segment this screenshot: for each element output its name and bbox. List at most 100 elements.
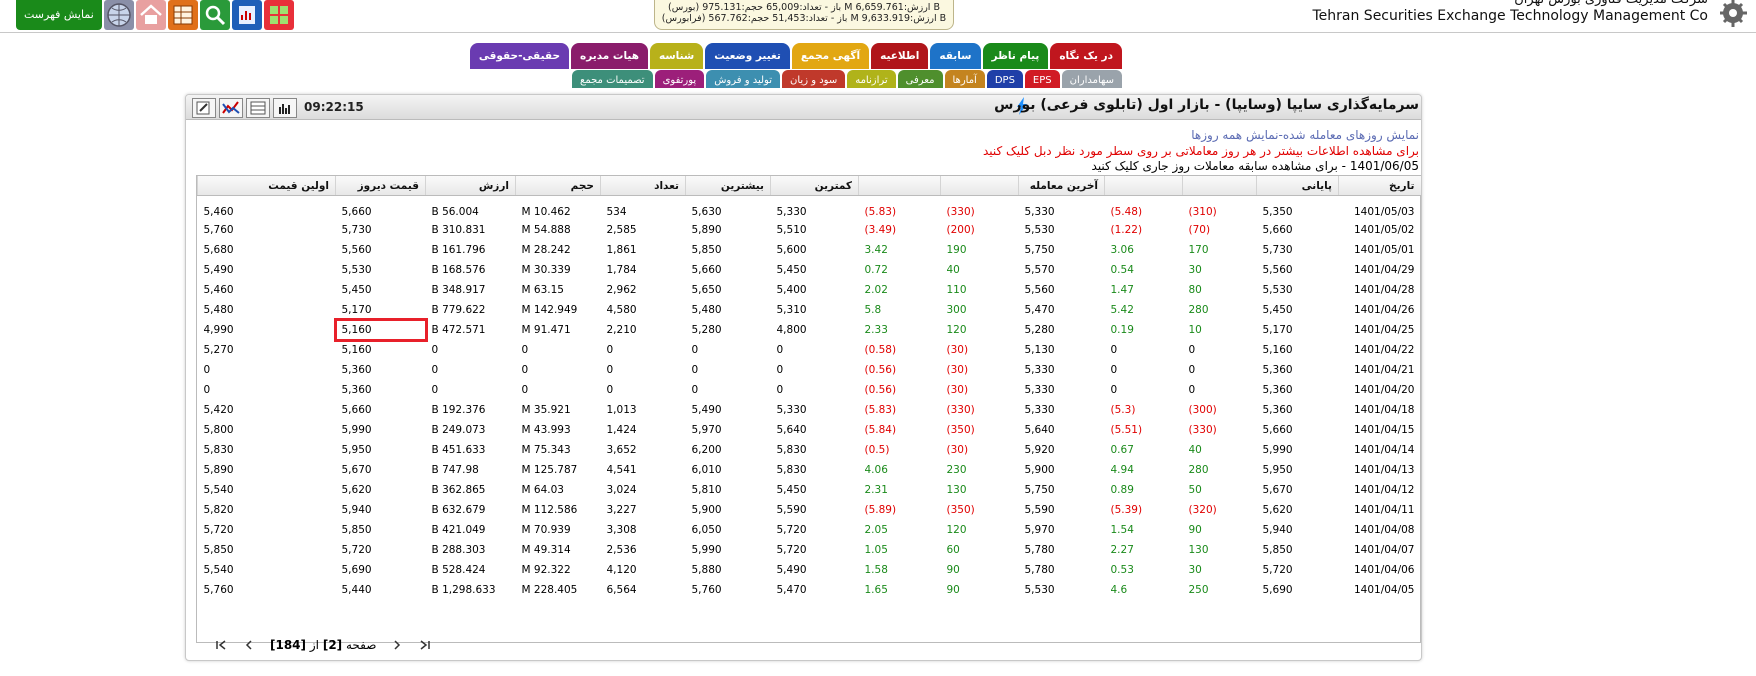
table-row[interactable]: 1401/04/07 5,850 130 2.27 5,780 60 1.05 5,720 5,… (198, 540, 1421, 560)
table-cell: 1401/04/15 (1353, 424, 1415, 436)
table-cell: 5,360 (1262, 384, 1293, 396)
column-header[interactable]: تعداد (600, 176, 686, 196)
show-traded-days-link[interactable]: نمایش روزهای معامله شده (1282, 128, 1419, 142)
edit-icon[interactable] (192, 98, 216, 118)
tab-secondary-2[interactable]: DPS (986, 70, 1023, 88)
home-icon[interactable] (135, 0, 166, 30)
current-day-history-link[interactable]: 1401/06/05 - برای مشاهده سابقه معاملات ر… (1091, 159, 1419, 173)
table-row[interactable]: 1401/04/21 5,360 0 0 5,330 (30) (0.56) 0 0 0 0 0 5,3… (198, 360, 1421, 380)
table-cell: 3.06 (1110, 244, 1134, 256)
table-row[interactable]: 1401/04/25 5,170 10 0.19 5,280 120 2.33 4,800 5,… (198, 318, 1421, 342)
table-row[interactable]: 1401/04/20 5,360 0 0 5,330 (30) (0.56) 0 0 0 0 0 5,3… (198, 380, 1421, 400)
table-row[interactable]: 1401/04/29 5,560 30 0.54 5,570 40 0.72 5,450 5,6… (198, 260, 1421, 280)
column-header[interactable]: پایانی (1256, 176, 1339, 196)
table-cell: 5,830 (776, 464, 807, 476)
last-page-icon[interactable] (418, 638, 432, 652)
table-cell: 5,560 (341, 244, 372, 256)
tab-secondary-6[interactable]: سود و زیان (782, 70, 846, 88)
column-header[interactable]: اولین قیمت (197, 176, 336, 196)
table-row[interactable]: 1401/04/05 5,690 250 4.6 5,530 90 1.65 5,470 5,7… (198, 580, 1421, 600)
tab-secondary-3[interactable]: آمارها (944, 70, 985, 88)
column-header[interactable]: آخرین معامله (1018, 176, 1105, 196)
column-header[interactable] (940, 176, 1019, 196)
gear-icon[interactable] (1718, 0, 1748, 28)
tab-primary-8[interactable]: حقیقی-حقوقی (469, 43, 570, 69)
table-cell: 0 (691, 364, 699, 376)
tab-secondary-9[interactable]: تصمیمات مجمع (572, 70, 653, 88)
show-list-button[interactable]: نمایش فهرست (16, 0, 102, 30)
table-cell: 0 (606, 384, 614, 396)
table-row[interactable]: 1401/05/03 5,350 (310) (5.48) 5,330 (330) (5.8… (198, 196, 1421, 221)
tab-secondary-5[interactable]: ترازنامه (847, 70, 896, 88)
table-row[interactable]: 1401/04/18 5,360 (300) (5.3) 5,330 (330) (5.83… (198, 400, 1421, 420)
tab-secondary-8[interactable]: پورتفوی (654, 70, 705, 88)
table-row[interactable]: 1401/04/28 5,530 80 1.47 5,560 110 2.02 5,400 5,… (198, 280, 1421, 300)
table-row[interactable]: 1401/04/06 5,720 30 0.53 5,780 90 1.58 5,490 5,8… (198, 560, 1421, 580)
table-cell: 5,470 (776, 584, 807, 596)
table-cell: (30) (946, 384, 969, 396)
column-header[interactable]: قیمت دیروز (335, 176, 426, 196)
show-all-days-link[interactable]: نمایش همه روزها (1191, 128, 1279, 142)
tab-primary-0[interactable]: در یک نگاه (1050, 43, 1122, 69)
table-cell: 5,810 (691, 484, 722, 496)
table-cell: 5,670 (341, 464, 372, 476)
tab-secondary-1[interactable]: EPS (1024, 70, 1060, 88)
table-view-icon[interactable] (246, 98, 270, 118)
tab-primary-2[interactable]: سابقه (930, 43, 981, 69)
tab-primary-4[interactable]: آگهی مجمع (791, 43, 870, 69)
next-page-icon[interactable] (390, 638, 404, 652)
table-cell: 5,730 (1262, 244, 1293, 256)
tab-primary-5[interactable]: تغییر وضعیت (705, 43, 790, 69)
table-cell: 5,330 (1024, 404, 1055, 416)
prev-page-icon[interactable] (242, 638, 256, 652)
column-header[interactable]: بیشترین (685, 176, 771, 196)
tab-secondary-0[interactable]: سهامداران (1061, 70, 1122, 88)
table-cell: 5,760 (691, 584, 722, 596)
table-row[interactable]: 1401/04/08 5,940 90 1.54 5,970 120 2.05 5,720 6,… (198, 520, 1421, 540)
table-row[interactable]: 1401/04/14 5,990 40 0.67 5,920 (30) (0.5) 5,830… (198, 440, 1421, 460)
column-header[interactable] (858, 176, 941, 196)
tab-primary-3[interactable]: اطلاعیه (871, 43, 929, 69)
column-header[interactable]: حجم (515, 176, 601, 196)
table-cell: 120 (946, 524, 967, 536)
tab-secondary-4[interactable]: معرفی (897, 70, 943, 88)
globe-icon[interactable] (103, 0, 134, 30)
table-cell: 5,880 (691, 564, 722, 576)
tab-secondary-7[interactable]: تولید و فروش (706, 70, 781, 88)
table-header-row: تاریخ پایانی آخرین معامله کمترین بیشترین تعدا… (197, 176, 1421, 196)
table-cell: 1401/04/26 (1353, 304, 1415, 316)
column-header[interactable]: تاریخ (1338, 176, 1421, 196)
tab-primary-1[interactable]: پیام ناظر (982, 43, 1049, 69)
first-page-icon[interactable] (214, 638, 228, 652)
column-header[interactable] (1104, 176, 1183, 196)
table-cell: 5,330 (1024, 364, 1055, 376)
table-row[interactable]: 1401/05/02 5,660 (70) (1.22) 5,530 (200) (3.49… (198, 220, 1421, 240)
table-cell: (70) (1188, 224, 1211, 236)
table-row[interactable]: 1401/05/01 5,730 170 3.06 5,750 190 3.42 5,600 5… (198, 240, 1421, 260)
table-cell: 5,480 (691, 304, 722, 316)
table-cell: 250 (1188, 584, 1209, 596)
grid-icon[interactable] (263, 0, 294, 30)
table-cell: 5,920 (1024, 444, 1055, 456)
table-row[interactable]: 1401/04/11 5,620 (320) (5.39) 5,590 (350) (5.8… (198, 500, 1421, 520)
bar-chart-icon[interactable] (273, 98, 297, 118)
table-cell: 5,630 (691, 206, 722, 218)
table-row[interactable]: 1401/04/12 5,670 50 0.89 5,750 130 2.31 5,450 5,… (198, 480, 1421, 500)
table-cell: 1,298.633 B (431, 584, 496, 596)
table-row[interactable]: 1401/04/13 5,950 280 4.94 5,900 230 4.06 5,830 6… (198, 460, 1421, 480)
table-row[interactable]: 1401/04/15 5,660 (330) (5.51) 5,640 (350) (5.8… (198, 420, 1421, 440)
table-cell: 10 (1188, 324, 1202, 336)
column-header[interactable] (1182, 176, 1257, 196)
column-header[interactable]: کمترین (770, 176, 859, 196)
table-cell: 362.865 B (431, 484, 486, 496)
table-icon[interactable] (167, 0, 198, 30)
line-chart-icon[interactable] (219, 98, 243, 118)
table-cell: 4,580 (606, 304, 637, 316)
column-header[interactable]: ارزش (425, 176, 516, 196)
table-row[interactable]: 1401/04/26 5,450 280 5.42 5,470 300 5.8 5,310 5,… (198, 300, 1421, 320)
tab-primary-7[interactable]: هیات مدیره (571, 43, 648, 69)
chart-book-icon[interactable] (231, 0, 262, 30)
search-icon[interactable] (199, 0, 230, 30)
table-row[interactable]: 1401/04/22 5,160 0 0 5,130 (30) (0.58) 0 0 0 0 0 5,1… (198, 340, 1421, 360)
tab-primary-6[interactable]: شناسه (649, 43, 704, 69)
